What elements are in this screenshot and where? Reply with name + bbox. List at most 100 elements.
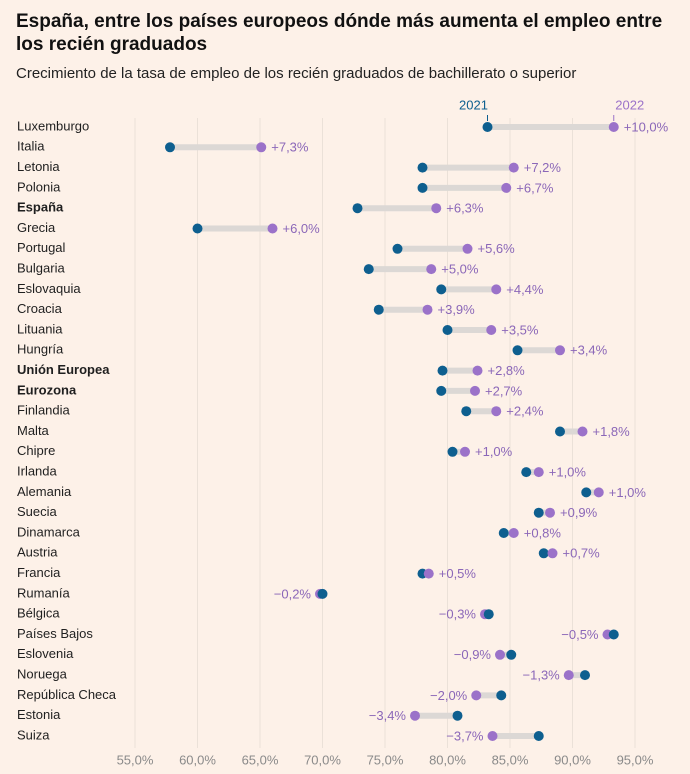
dot-2021 [498, 528, 509, 538]
country-label: Grecia [17, 220, 56, 235]
dot-2021 [533, 731, 544, 741]
chart-row: Portugal +5,6% [17, 240, 515, 256]
chart-row: Dinamarca +0,8% [17, 524, 561, 540]
dot-2022 [462, 243, 473, 254]
country-label: Hungría [17, 342, 64, 357]
country-label: España [17, 200, 64, 215]
data-rows: Luxemburgo +10,0% Italia +7,3% Letonia +7,2% P… [17, 118, 669, 743]
country-label: Suecia [17, 504, 58, 519]
chart-row: Francia +0,5% [17, 565, 476, 581]
country-label: Francia [17, 565, 61, 580]
dot-2022 [547, 548, 558, 559]
dot-2022 [491, 284, 502, 295]
change-label: +0,7% [563, 546, 601, 561]
dot-2021 [442, 325, 453, 335]
dot-2022 [608, 122, 619, 132]
chart-row: Chipre +1,0% [17, 443, 513, 459]
chart-row: Suiza −3,7% [17, 727, 544, 743]
dot-2021 [352, 203, 363, 214]
dot-2022 [508, 528, 519, 538]
dot-2021 [521, 467, 532, 478]
chart-row: Grecia +6,0% [17, 220, 320, 236]
country-label: Luxemburgo [17, 118, 89, 133]
change-label: +5,6% [478, 241, 516, 256]
chart-row: España +6,3% [17, 200, 484, 216]
dot-2021 [436, 385, 447, 396]
country-label: Bulgaria [17, 261, 65, 276]
change-label: −2,0% [430, 688, 468, 703]
x-tick-label: 80,0% [429, 752, 466, 767]
chart-row: Italia +7,3% [17, 139, 309, 155]
country-label: Alemania [17, 484, 72, 499]
change-label: −3,7% [446, 728, 484, 743]
dot-2022 [533, 467, 544, 478]
dot-2021 [496, 690, 507, 701]
chart-row: Eslovaquia +4,4% [17, 281, 544, 297]
country-label: Letonia [17, 159, 60, 174]
x-tick-label: 95,0% [617, 752, 654, 767]
chart-row: Eslovenia −0,9% [17, 646, 517, 662]
country-label: Italia [17, 139, 45, 154]
chart-row: Croacia +3,9% [17, 301, 475, 317]
dot-2021 [436, 284, 447, 295]
change-label: +3,5% [501, 322, 539, 337]
dot-2021 [482, 122, 493, 132]
dot-2021 [608, 629, 619, 640]
dot-2022 [431, 203, 442, 214]
dot-2021 [581, 487, 592, 498]
country-label: Polonia [17, 179, 61, 194]
change-label: −0,3% [439, 607, 477, 622]
dot-2022 [472, 365, 483, 376]
x-tick-label: 85,0% [492, 752, 529, 767]
change-label: +0,8% [524, 525, 562, 540]
dot-2022 [410, 710, 420, 721]
country-label: Bélgica [17, 606, 60, 621]
dot-2021 [447, 446, 458, 457]
chart-row: Noruega −1,3% [17, 667, 590, 683]
x-tick-label: 90,0% [554, 752, 591, 767]
dot-2022 [593, 487, 604, 498]
dot-2021 [165, 142, 175, 153]
dot-2021 [580, 670, 590, 681]
change-label: −3,4% [369, 708, 407, 723]
dot-2022 [426, 264, 437, 275]
change-label: +6,7% [516, 180, 554, 195]
change-label: +7,3% [271, 140, 309, 155]
dot-2022 [545, 507, 555, 518]
x-axis-ticks: 55,0% 60,0% 65,0% 70,0% 75,0% 80,0% 85,0% 90,0%… [117, 752, 654, 767]
dot-2022 [495, 649, 505, 660]
country-label: Lituania [17, 321, 63, 336]
chart-row: Lituania +3,5% [17, 321, 539, 337]
change-label: +10,0% [624, 119, 669, 134]
chart-row: Finlandia +2,4% [17, 403, 544, 419]
dot-2021 [317, 588, 328, 599]
change-label: −1,3% [523, 668, 561, 683]
change-label: +6,0% [283, 221, 321, 236]
dot-2021 [192, 223, 203, 234]
chart-row: Suecia +0,9% [17, 504, 598, 520]
country-label: Eurozona [17, 382, 77, 397]
change-label: +1,0% [549, 465, 587, 480]
change-label: −0,2% [274, 586, 312, 601]
chart-row: Polonia +6,7% [17, 179, 554, 195]
country-label: Eslovenia [17, 646, 74, 661]
country-label: Malta [17, 423, 50, 438]
dot-2022 [470, 385, 480, 396]
chart-row: Estonia −3,4% [17, 707, 463, 723]
dot-2021 [363, 264, 374, 275]
dot-2021 [506, 649, 517, 660]
chart-row: República Checa −2,0% [17, 687, 507, 703]
dot-2022 [487, 731, 498, 741]
dot-2022 [460, 446, 470, 457]
dot-2021 [373, 304, 384, 315]
chart-row: Rumanía −0,2% [17, 585, 328, 601]
legend-2021-label: 2021 [459, 97, 488, 112]
year-legend: 2021 2022 [459, 97, 644, 121]
legend-2022-label: 2022 [615, 97, 644, 112]
change-label: +3,9% [438, 302, 476, 317]
change-label: +2,8% [488, 363, 526, 378]
chart-row: Austria +0,7% [17, 545, 600, 561]
dot-2021 [392, 243, 403, 254]
x-tick-label: 55,0% [117, 752, 154, 767]
dot-2021 [533, 507, 544, 518]
